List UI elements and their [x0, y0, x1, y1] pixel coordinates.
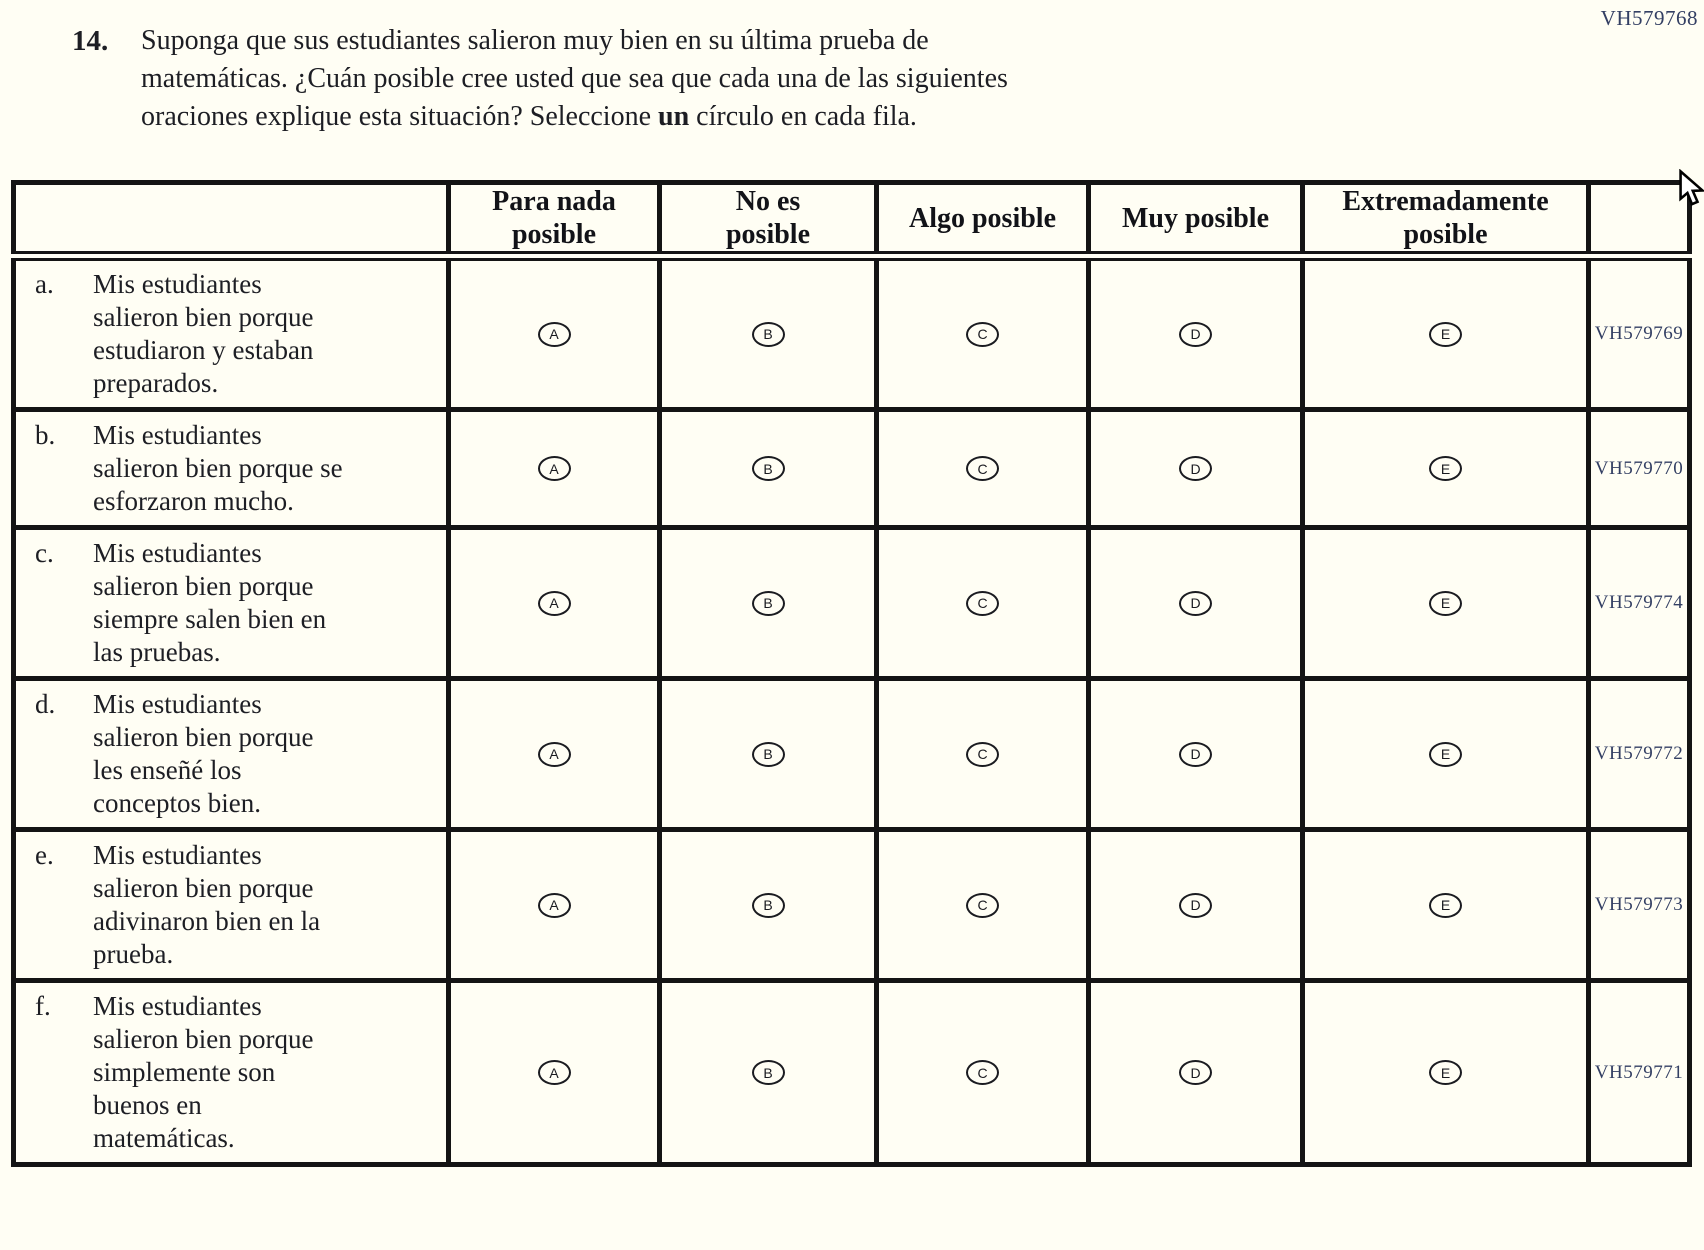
option-bubble-a[interactable]: A [537, 456, 571, 481]
question-block: 14. Suponga que sus estudiantes salieron… [72, 22, 1272, 136]
row-code: VH579774 [1594, 592, 1684, 613]
option-bubble-c[interactable]: C [966, 321, 999, 347]
question-line-2: matemáticas. ¿Cuán posible cree usted qu… [141, 63, 1008, 94]
option-bubble-e[interactable]: E [1429, 1060, 1462, 1085]
statement: c. Mis estudiantes salieron bien porque s… [16, 530, 446, 676]
question-line-3-pre: oraciones explique esta situación? Selec… [141, 101, 659, 132]
table-row: f. Mis estudiantes salieron bien porque s… [11, 978, 1692, 1167]
option-bubble-b[interactable]: B [751, 1060, 785, 1085]
form-code: VH579768 [1600, 6, 1698, 30]
col-header-extremadamente-posible: Extremadamente posible [1300, 180, 1591, 261]
col-header-algo-posible: Algo posible [874, 180, 1091, 261]
option-bubble-c[interactable]: C [966, 741, 999, 767]
row-code: VH579772 [1594, 743, 1684, 764]
statement-text: Mis estudiantes salieron bien porque adi… [93, 840, 321, 969]
option-bubble-c[interactable]: C [966, 892, 999, 918]
table-row: e. Mis estudiantes salieron bien porque a… [11, 827, 1692, 983]
table-row: d. Mis estudiantes salieron bien porque l… [11, 676, 1692, 832]
header-row: Para nada posible No es posible Algo pos… [11, 180, 1692, 261]
arrow-pointer-icon [1679, 169, 1704, 206]
option-bubble-c[interactable]: C [966, 456, 999, 481]
option-bubble-d[interactable]: D [1179, 456, 1212, 481]
option-bubble-b[interactable]: B [751, 321, 785, 347]
statement-column-header [11, 180, 451, 261]
statement-text: Mis estudiantes salieron bien porque sim… [93, 991, 314, 1153]
col-header-no-es-posible: No es posible [657, 180, 879, 261]
row-code: VH579770 [1594, 457, 1684, 479]
row-code: VH579773 [1594, 894, 1684, 915]
statement: f. Mis estudiantes salieron bien porque s… [16, 983, 446, 1162]
option-bubble-d[interactable]: D [1179, 590, 1212, 616]
row-code: VH579771 [1594, 1061, 1684, 1083]
statement: d. Mis estudiantes salieron bien porque l… [16, 681, 446, 827]
option-bubble-b[interactable]: B [751, 456, 785, 481]
table-row: b. Mis estudiantes salieron bien porque s… [11, 407, 1692, 530]
option-bubble-d[interactable]: D [1179, 321, 1212, 347]
statement-text: Mis estudiantes salieron bien porque est… [93, 269, 314, 398]
option-bubble-a[interactable]: A [537, 892, 571, 918]
question-line-3-bold: un [658, 101, 690, 132]
row-code: VH579769 [1594, 323, 1684, 344]
statement: b. Mis estudiantes salieron bien porque s… [16, 412, 446, 525]
option-bubble-c[interactable]: C [966, 590, 999, 616]
code-column-header [1586, 180, 1692, 261]
response-matrix: Para nada posible No es posible Algo pos… [11, 180, 1692, 1167]
statement-text: Mis estudiantes salieron bien porque sie… [93, 538, 327, 667]
option-bubble-d[interactable]: D [1179, 741, 1212, 767]
question-line-3-post: círculo en cada fila. [689, 101, 917, 132]
option-bubble-d[interactable]: D [1179, 892, 1212, 918]
option-bubble-e[interactable]: E [1429, 456, 1462, 481]
row-letter: f. [35, 991, 51, 1021]
option-bubble-a[interactable]: A [537, 741, 571, 767]
row-letter: d. [35, 689, 56, 719]
option-bubble-d[interactable]: D [1179, 1060, 1212, 1085]
option-bubble-b[interactable]: B [751, 892, 785, 918]
question-number: 14. [72, 25, 109, 57]
col-header-para-nada-posible: Para nada posible [446, 180, 662, 261]
option-bubble-e[interactable]: E [1429, 892, 1462, 918]
question-text: Suponga que sus estudiantes salieron muy… [141, 22, 1008, 136]
col-header-muy-posible: Muy posible [1086, 180, 1305, 261]
table-row: a. Mis estudiantes salieron bien porque e… [11, 253, 1692, 412]
question-line-1: Suponga que sus estudiantes salieron muy… [141, 25, 929, 56]
statement-text: Mis estudiantes salieron bien porque se … [93, 420, 343, 516]
row-letter: c. [35, 538, 54, 568]
option-bubble-a[interactable]: A [537, 321, 571, 347]
table-row: c. Mis estudiantes salieron bien porque s… [11, 525, 1692, 681]
option-bubble-e[interactable]: E [1429, 741, 1462, 767]
row-letter: b. [35, 420, 56, 450]
row-letter: e. [35, 840, 54, 870]
option-bubble-e[interactable]: E [1429, 590, 1462, 616]
option-bubble-c[interactable]: C [966, 1060, 999, 1085]
option-bubble-a[interactable]: A [537, 590, 571, 616]
statement: a. Mis estudiantes salieron bien porque e… [16, 261, 446, 407]
statement-text: Mis estudiantes salieron bien porque les… [93, 689, 314, 818]
option-bubble-e[interactable]: E [1429, 321, 1462, 347]
option-bubble-b[interactable]: B [751, 741, 785, 767]
option-bubble-a[interactable]: A [537, 1060, 571, 1085]
row-letter: a. [35, 269, 54, 299]
statement: e. Mis estudiantes salieron bien porque a… [16, 832, 446, 978]
option-bubble-b[interactable]: B [751, 590, 785, 616]
